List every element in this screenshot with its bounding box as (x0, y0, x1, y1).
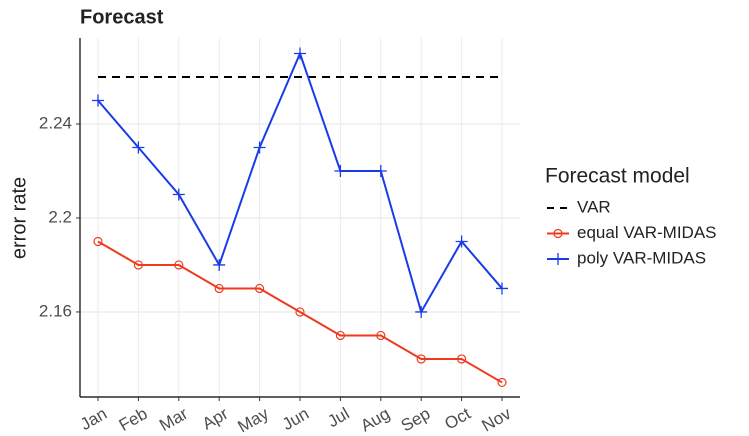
point (496, 282, 508, 295)
point (457, 354, 467, 364)
point (552, 253, 564, 265)
y-tick-label: 2.16 (39, 301, 72, 320)
point (255, 283, 265, 294)
point (415, 305, 428, 318)
point (497, 377, 507, 388)
point (455, 235, 468, 248)
x-tick-label: Aug (357, 404, 393, 436)
series-line (97, 240, 503, 384)
point (172, 188, 185, 201)
point (253, 141, 266, 154)
y-axis-label: error rate (8, 177, 30, 259)
point (214, 283, 224, 294)
point (416, 354, 426, 364)
x-tick-label: Feb (116, 404, 151, 435)
x-tick-label: May (235, 404, 273, 436)
point (133, 260, 143, 270)
legend-label: equal VAR-MIDAS (577, 223, 717, 242)
legend-label: poly VAR-MIDAS (577, 248, 706, 267)
x-tick-label: Sep (398, 404, 434, 436)
point (213, 258, 226, 271)
point (334, 164, 347, 177)
x-tick-label: Apr (199, 404, 232, 434)
point (174, 260, 184, 270)
y-tick-label: 2.2 (48, 207, 72, 226)
x-tick-label: Mar (156, 404, 191, 435)
point (335, 330, 345, 341)
point (295, 307, 305, 317)
point (294, 47, 306, 60)
point (93, 236, 103, 247)
x-tick-label: Oct (441, 404, 474, 434)
point (132, 141, 145, 154)
point (92, 94, 104, 107)
x-tick-label: Nov (479, 404, 515, 436)
legend-title: Forecast model (545, 165, 690, 188)
y-tick-label: 2.24 (39, 113, 72, 132)
point (376, 330, 386, 341)
legend-label: VAR (577, 197, 611, 216)
point (553, 228, 563, 239)
x-tick-label: Jun (279, 404, 312, 434)
x-tick-label: Jul (324, 404, 352, 431)
x-tick-label: Jan (77, 404, 110, 434)
point (374, 164, 387, 177)
chart-title: Forecast (80, 6, 164, 28)
